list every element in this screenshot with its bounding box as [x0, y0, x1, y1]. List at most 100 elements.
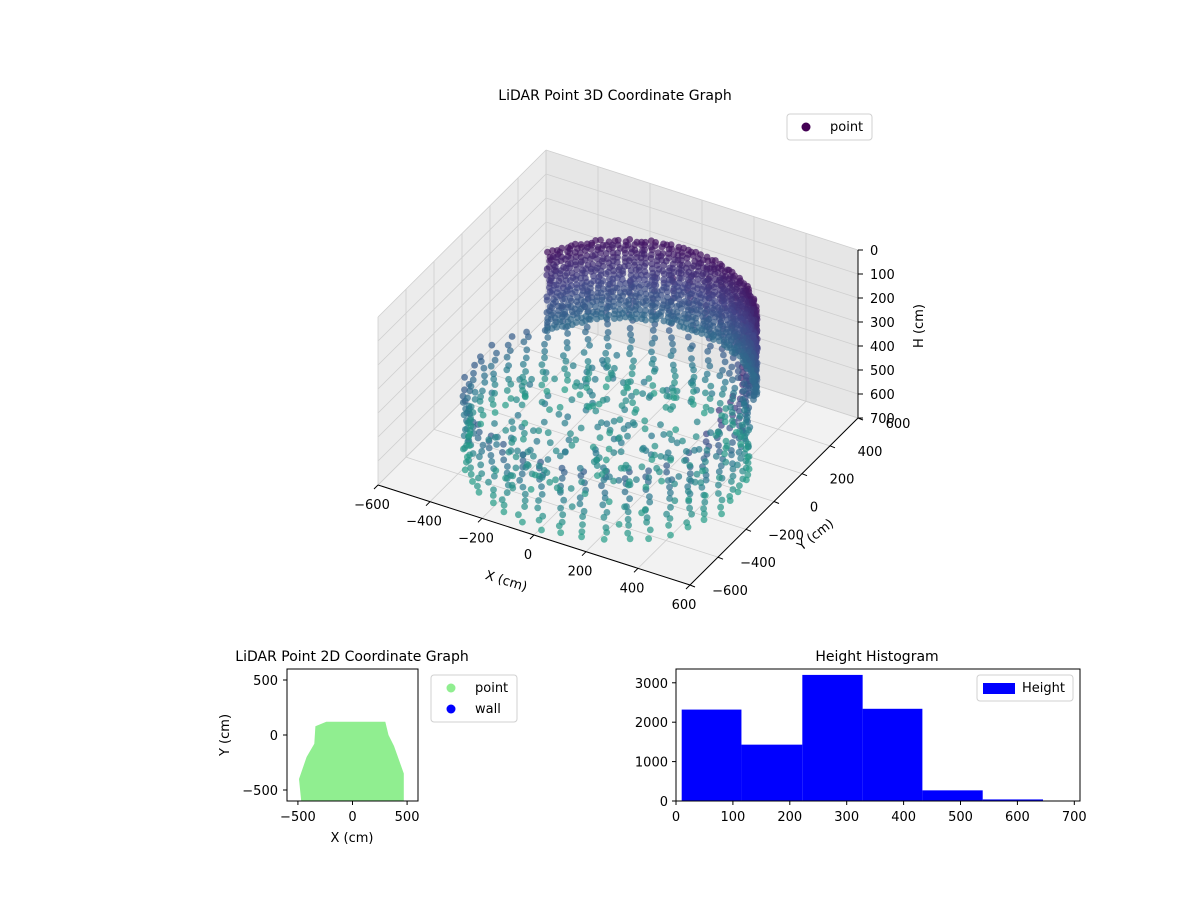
data-point [699, 320, 707, 328]
data-point [584, 375, 592, 383]
chart-3d: LiDAR Point 3D Coordinate Graph −600 −400… [354, 88, 927, 613]
data-point [528, 375, 535, 383]
data-point [658, 243, 666, 251]
data-point [507, 380, 515, 388]
data-point [543, 469, 551, 476]
data-point [620, 425, 628, 433]
data-point [491, 389, 498, 397]
data-point [552, 447, 560, 455]
data-point [714, 428, 722, 436]
data-point [599, 501, 607, 509]
data-point [578, 528, 586, 535]
data-point [657, 453, 665, 460]
data-point [524, 462, 532, 469]
x-tick-label: 400 [891, 810, 916, 825]
data-point [642, 483, 650, 491]
data-point [667, 503, 674, 511]
data-point [514, 447, 521, 455]
data-point [597, 300, 605, 308]
data-point [491, 381, 499, 388]
data-point [697, 479, 705, 487]
data-point [650, 390, 658, 397]
data-point [744, 471, 752, 479]
data-point [716, 474, 723, 481]
data-point [467, 422, 475, 430]
data-point [700, 510, 708, 518]
data-point [673, 439, 681, 447]
data-point [535, 427, 543, 435]
data-point [500, 440, 507, 448]
data-point [560, 496, 568, 504]
data-point [687, 345, 694, 353]
data-point [734, 367, 742, 375]
data-point [745, 426, 752, 434]
data-point [630, 275, 637, 283]
data-point [738, 421, 746, 429]
x-tick [685, 584, 691, 590]
data-point [617, 448, 625, 456]
data-point [700, 505, 707, 513]
data-point [603, 420, 611, 428]
data-point [742, 445, 750, 453]
data-point [479, 411, 487, 419]
data-point [500, 456, 508, 464]
data-point [512, 464, 520, 472]
data-point [587, 284, 594, 292]
data-point [584, 358, 592, 365]
data-point [471, 388, 479, 396]
data-point [585, 364, 592, 371]
data-point [567, 485, 575, 492]
data-point [627, 314, 635, 321]
data-point [592, 237, 599, 244]
data-point [503, 353, 511, 361]
data-point [647, 255, 655, 262]
data-point [460, 411, 468, 419]
data-point [631, 306, 639, 314]
data-point [561, 448, 569, 456]
data-point [506, 347, 514, 354]
data-point [626, 344, 634, 352]
data-point [743, 476, 750, 484]
data-point [701, 376, 709, 384]
data-point [653, 464, 661, 472]
data-point [592, 407, 600, 415]
data-point [520, 435, 527, 443]
histogram-bar [922, 790, 983, 801]
data-point [628, 249, 635, 256]
data-point [630, 357, 637, 365]
data-point [632, 406, 640, 413]
data-point [729, 472, 737, 480]
data-point [626, 478, 633, 485]
data-point [632, 388, 640, 396]
data-point [598, 257, 606, 265]
data-point [521, 429, 528, 437]
data-point [647, 308, 655, 316]
data-point [581, 282, 589, 289]
data-point [715, 442, 722, 449]
data-point [729, 486, 737, 493]
data-point [660, 276, 668, 284]
data-point [605, 285, 612, 293]
data-point [624, 515, 632, 523]
data-point [692, 433, 700, 440]
data-point [562, 272, 569, 280]
data-point [597, 271, 605, 279]
data-point [600, 476, 608, 484]
data-point [615, 300, 623, 308]
data-point [504, 341, 512, 349]
data-point [681, 457, 688, 464]
data-point [626, 324, 634, 332]
data-point [469, 478, 476, 485]
data-point [604, 320, 611, 328]
x-tick-label: 500 [395, 810, 420, 825]
data-point [503, 366, 511, 374]
data-point [564, 371, 571, 379]
data-point [580, 349, 588, 356]
data-point [581, 298, 588, 306]
data-point [672, 426, 680, 433]
data-point [624, 529, 632, 537]
data-point [508, 333, 516, 340]
data-point [659, 387, 667, 394]
data-point [587, 316, 594, 323]
